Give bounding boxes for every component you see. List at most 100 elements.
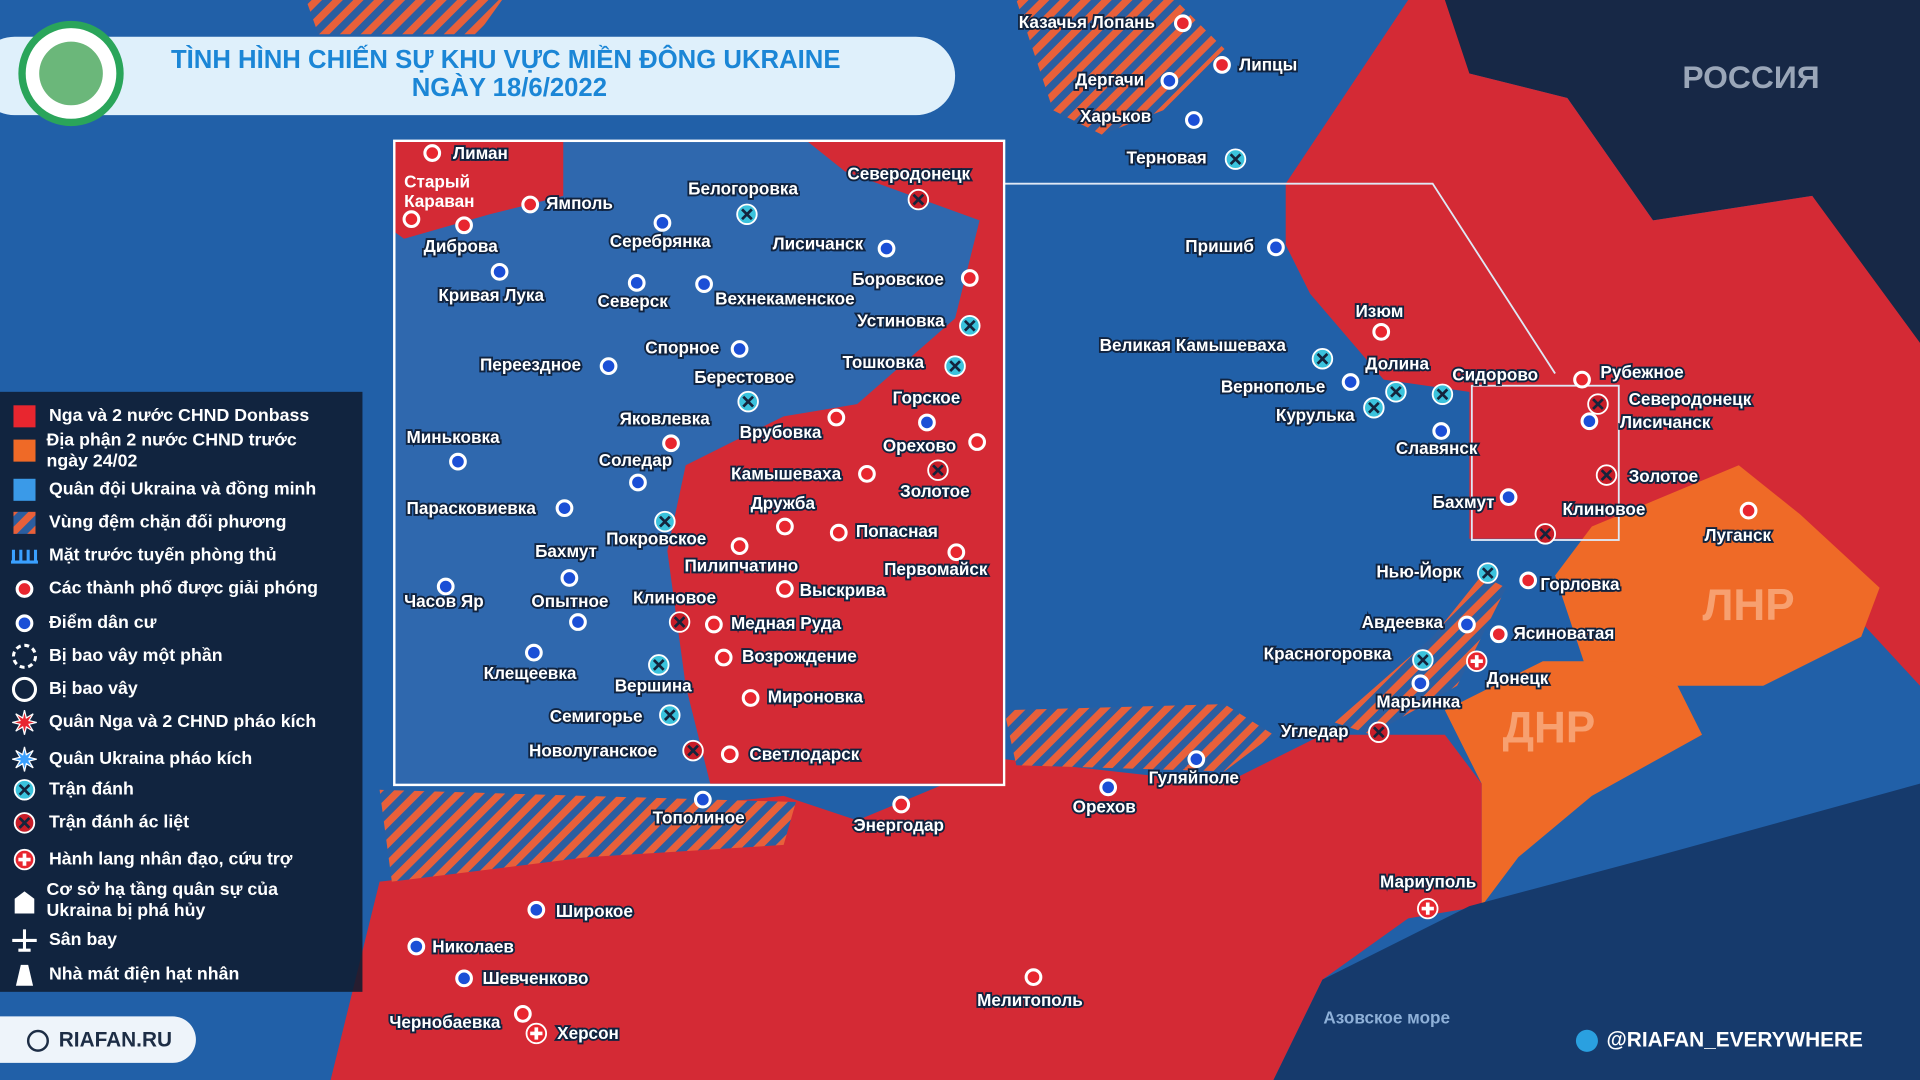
battle-cross [742, 395, 755, 408]
settlement [1432, 422, 1451, 440]
legend-label: Quân Nga và 2 CHND pháo kích [49, 711, 316, 731]
place-label: Северск [598, 291, 669, 311]
place-label: Старый Караван [404, 171, 475, 211]
liberated-city [968, 433, 987, 451]
legend: Nga và 2 nước CHND Donbass Địa phận 2 nướ… [0, 391, 363, 992]
inset-pointer [1004, 182, 1556, 374]
settlement [629, 473, 647, 492]
battle-cross [1436, 388, 1449, 401]
settlement [436, 577, 455, 596]
place-label: Мироновка [768, 686, 864, 706]
place-label: Херсон [557, 1023, 619, 1043]
legend-label: Các thành phố được giải phóng [49, 578, 318, 598]
place-label: Луганск [1704, 525, 1771, 545]
liberated-city [1573, 370, 1591, 389]
settlement [455, 969, 473, 988]
place-label: Красногоровка [1264, 644, 1392, 664]
liberated-city [423, 144, 442, 162]
legend-swatch [13, 478, 36, 501]
battle-cross [1316, 352, 1329, 365]
battle-cross [949, 360, 961, 372]
place-label: Лисичанск [773, 233, 864, 253]
battle-cross [18, 783, 31, 796]
place-label: Попасная [856, 521, 938, 541]
buffer-zone [1016, 0, 1225, 135]
settlement [1411, 674, 1430, 693]
settlement [527, 900, 546, 919]
place-label: Нью-Йорк [1376, 562, 1461, 582]
battle-cross [1368, 401, 1380, 414]
place-label: Миньковка [407, 427, 501, 447]
legend-ring [11, 643, 38, 669]
header-title: TÌNH HÌNH CHIẾN SỰ KHU VỰC MIỀN ĐÔNG UKR… [171, 44, 841, 74]
settlement [490, 262, 509, 281]
place-label-text: Старый Караван [404, 171, 475, 211]
place-label: Диброва [424, 236, 499, 256]
settlement [1267, 238, 1285, 257]
legend-label: Cơ sở hạ tầng quân sự của Ukraina bị phá… [47, 880, 278, 920]
legend-swatch [13, 405, 36, 428]
logo-globe [39, 41, 103, 106]
legend-label: Bị bao vây [49, 678, 138, 698]
legend-label: Nga và 2 nước CHND Donbass [49, 405, 309, 425]
place-label: Семигорье [550, 706, 643, 726]
telegram-icon [1575, 1029, 1598, 1052]
place-label: Вернополье [1221, 377, 1325, 397]
settlement [1458, 615, 1476, 634]
legend-ring [11, 676, 38, 702]
place-label: Возрождение [742, 646, 857, 666]
battle-cross [18, 817, 31, 829]
battle-cross [1600, 469, 1613, 481]
buffer-zone [379, 789, 796, 882]
liberated-city [776, 517, 794, 536]
place-label: Опытное [531, 591, 608, 611]
footer-channel: @RIAFAN_EVERYWHERE [1607, 1028, 1864, 1051]
liberated-city [741, 689, 760, 707]
place-label: Кривая Лука [438, 285, 544, 305]
place-label: Бахмут [535, 541, 597, 561]
settlement [1499, 488, 1518, 507]
place-label: Северодонецк [1629, 389, 1752, 409]
footer-site: RIAFAN.RU [59, 1028, 172, 1051]
region-label: ЛНР [1702, 581, 1794, 630]
place-label: Курулька [1276, 405, 1355, 425]
footer-pill [0, 1016, 196, 1063]
liberated-city [1173, 14, 1192, 33]
region-label: РОССИЯ [1682, 59, 1819, 95]
legend-base [14, 891, 35, 914]
place-label: Липцы [1239, 55, 1297, 75]
place-label: Парасковиевка [407, 498, 537, 518]
place-label: Соледар [599, 450, 672, 470]
region-label: ДНР [1503, 704, 1596, 753]
battle-cross [1592, 398, 1604, 410]
settlement [15, 614, 34, 633]
settlement [695, 275, 713, 293]
settlement [1341, 373, 1360, 391]
legend-frontline [11, 549, 38, 564]
place-label: Берестовое [694, 367, 794, 387]
place-label: Горловка [1540, 574, 1620, 594]
lnr-area [1555, 465, 1880, 686]
liberated-city [827, 408, 846, 427]
battle-cross [1229, 153, 1242, 166]
legend-label: Bị bao vây một phần [49, 645, 223, 665]
humanitarian-cross [530, 1027, 543, 1040]
place-label: Золотое [900, 481, 970, 501]
legend-label: Nhà mát điện hạt nhân [49, 963, 239, 983]
battle-cross [1539, 528, 1552, 540]
liberated-city [960, 269, 979, 287]
place-label: Клещеевка [484, 663, 577, 683]
liberated-city [1372, 322, 1391, 341]
inset [393, 139, 1006, 787]
battle-cross [932, 464, 944, 477]
settlement [599, 357, 618, 375]
place-label: Камышеваха [731, 464, 842, 484]
humanitarian-cross [1421, 902, 1434, 915]
place-label: Светлодарск [749, 744, 859, 764]
place-label: Тополиное [653, 808, 745, 828]
battle-cross [1417, 654, 1429, 666]
place-label: Пилипчатино [684, 555, 798, 575]
settlement [1185, 111, 1203, 129]
liberated-city [513, 1005, 532, 1023]
